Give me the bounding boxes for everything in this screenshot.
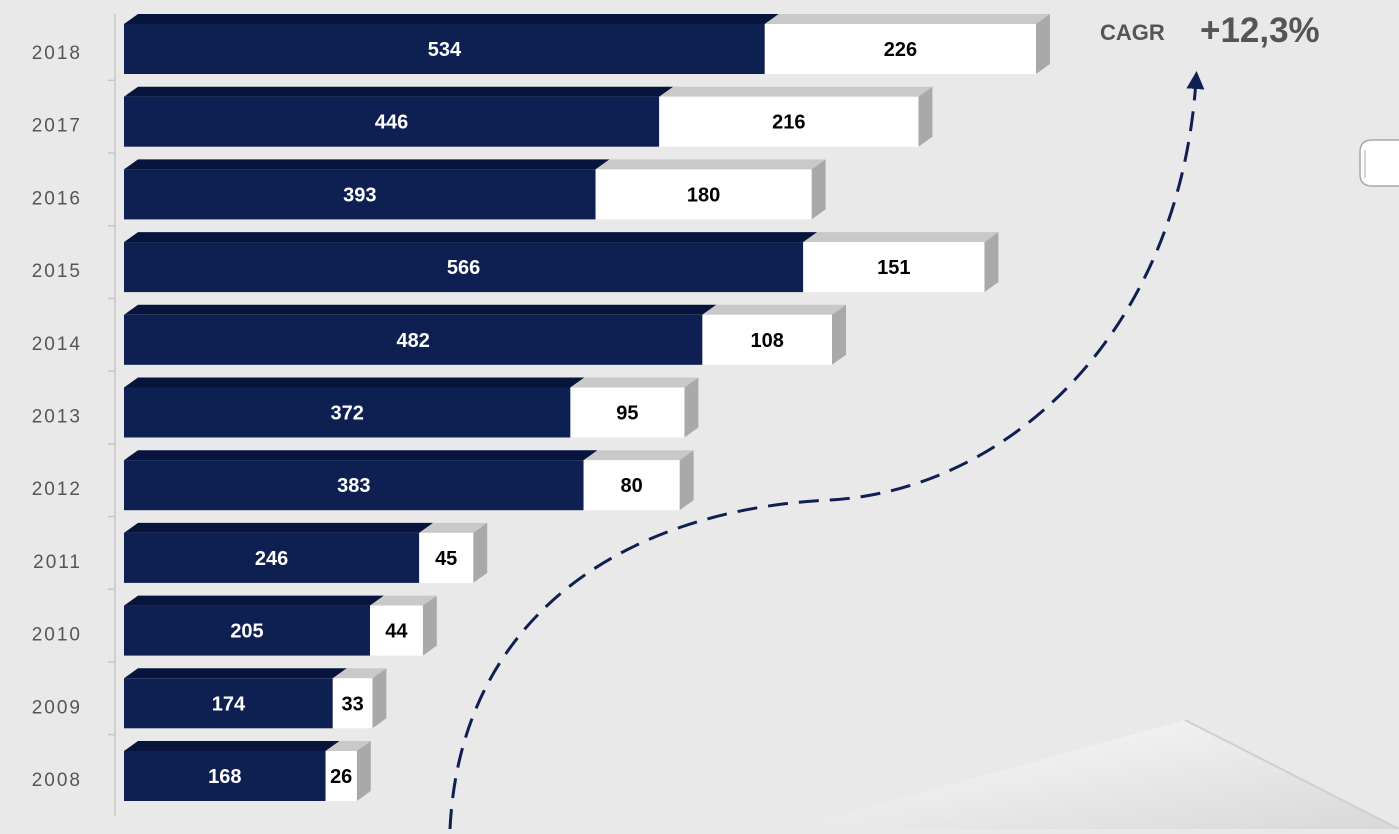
bar-top-series2 (570, 377, 699, 388)
bar-side (984, 232, 999, 293)
y-axis-tick-label: 2011 (33, 552, 82, 573)
bar-top-series2 (764, 14, 1050, 24)
bar-side (679, 450, 694, 511)
bar-series1 (124, 751, 326, 801)
bar-side (918, 86, 933, 147)
bars-group: 534 226 446 216 393 180 566 151 482 108 372 95 383 80… (124, 14, 1050, 801)
bar-value-label-series1: 446 (375, 112, 408, 134)
bar-series2 (325, 751, 357, 801)
bar-series2 (419, 532, 474, 583)
bar-value-label-series1: 205 (230, 621, 263, 643)
y-axis-ticks (108, 79, 115, 736)
bar-top-series1 (124, 668, 347, 679)
bar-value-label-series1: 393 (343, 184, 376, 206)
bar-value-label-series2: 216 (772, 112, 805, 134)
y-axis-tick-label: 2016 (32, 188, 82, 209)
bar-value-label-series1: 372 (331, 403, 364, 425)
corner-decoration (790, 720, 1399, 829)
bar-value-label-series2: 33 (341, 693, 363, 715)
bar-value-label-series1: 174 (212, 693, 246, 715)
bar-series2 (570, 387, 685, 438)
bar-side (473, 522, 488, 583)
bar-series2 (659, 96, 919, 147)
bar-top-series2 (583, 450, 694, 461)
bar-top-series2 (370, 595, 437, 606)
bar-value-label-series1: 534 (428, 39, 462, 61)
bar-top-series1 (124, 304, 717, 315)
bar-series1 (124, 242, 804, 293)
bar-side (684, 377, 699, 438)
bar-side (1036, 14, 1050, 74)
cagr-label: CAGR (1100, 20, 1165, 45)
bar-top-series2 (325, 741, 371, 751)
bar-value-label-series2: 151 (877, 257, 910, 279)
bar-value-label-series2: 45 (435, 548, 457, 570)
bar-series2 (370, 605, 423, 656)
bar-series1 (124, 24, 765, 74)
legend-box-fragment (1359, 139, 1399, 187)
bar-top-series1 (124, 522, 434, 533)
y-axis-tick-label: 2013 (32, 407, 82, 428)
bar-series2 (332, 678, 373, 729)
bar-top-series1 (124, 14, 779, 24)
bar-top-series2 (659, 86, 933, 97)
cagr-value: +12,3% (1200, 11, 1320, 50)
y-axis-tick-label: 2018 (32, 43, 82, 64)
bar-value-label-series1: 482 (397, 330, 430, 352)
bar-top-series1 (124, 377, 585, 388)
bar-top-series2 (702, 304, 846, 315)
bar-top-series1 (124, 232, 818, 243)
bar-value-label-series1: 246 (255, 548, 288, 570)
bar-series1 (124, 169, 596, 220)
bar-series1 (124, 678, 333, 729)
bar-top-series2 (419, 522, 488, 533)
y-axis-tick-label: 2014 (32, 334, 82, 355)
bar-side (811, 159, 826, 220)
bar-top-series1 (124, 86, 674, 97)
bar-series2 (803, 242, 985, 293)
bar-value-label-series2: 26 (330, 766, 352, 788)
bar-value-label-series2: 180 (687, 184, 720, 206)
bar-top-series2 (332, 668, 387, 679)
bar-series1 (124, 96, 660, 147)
bar-side (356, 741, 371, 801)
bar-series1 (124, 460, 584, 511)
bar-top-series2 (803, 232, 999, 243)
bar-value-label-series2: 44 (385, 621, 408, 643)
bar-series1 (124, 605, 370, 656)
bar-top-series1 (124, 595, 384, 606)
bar-value-label-series2: 80 (620, 475, 642, 497)
bar-top-series1 (124, 159, 610, 170)
bar-top-series1 (124, 450, 598, 461)
bar-value-label-series2: 226 (884, 39, 917, 61)
bar-series1 (124, 387, 571, 438)
bar-top-series1 (124, 741, 340, 751)
bar-value-label-series2: 108 (751, 330, 784, 352)
bar-value-label-series2: 95 (616, 403, 638, 425)
bar-side (832, 304, 846, 365)
bar-side (422, 595, 437, 656)
bar-top-series2 (595, 159, 826, 170)
bar-series2 (595, 169, 812, 220)
bar-side (372, 668, 387, 729)
y-axis-tick-label: 2012 (32, 479, 82, 500)
bar-value-label-series1: 168 (208, 766, 241, 788)
bar-series2 (764, 24, 1036, 74)
y-axis-tick-label: 2010 (32, 625, 82, 646)
y-axis-tick-label: 2015 (32, 261, 82, 282)
y-axis-labels: 2018 2017 2016 2015 2014 2013 2012 2011 2010 2009… (32, 43, 82, 791)
bar-series2 (583, 460, 680, 511)
growth-arrow (448, 71, 1205, 830)
bar-value-label-series1: 566 (447, 257, 480, 279)
corner-decoration-edge (1184, 719, 1399, 830)
bar-series1 (124, 532, 420, 583)
y-axis-tick-label: 2009 (32, 697, 82, 718)
bar-series2 (702, 314, 832, 365)
bar-value-label-series1: 383 (337, 475, 370, 497)
y-axis-tick-label: 2008 (32, 770, 82, 791)
y-axis-tick-label: 2017 (32, 116, 82, 137)
bar-series1 (124, 314, 703, 365)
